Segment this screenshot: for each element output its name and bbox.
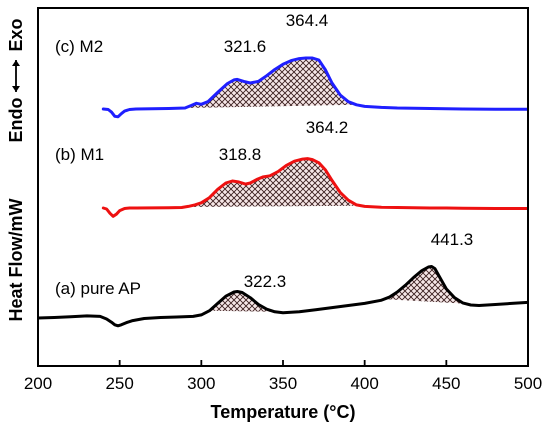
- x-tick-label-5: 450: [432, 374, 460, 393]
- y-axis-title-heatflow: Heat Flow/mW: [6, 198, 26, 321]
- x-tick-label-1: 250: [105, 374, 133, 393]
- peak-label-2-0: 322.3: [244, 272, 287, 291]
- x-tick-label-3: 350: [269, 374, 297, 393]
- shaded-peak-areas: [185, 58, 466, 312]
- peak-label-2-1: 441.3: [431, 230, 474, 249]
- peak-label-0-1: 364.4: [286, 11, 329, 30]
- series-line-0: [101, 56, 528, 119]
- series-line-2: [38, 265, 528, 328]
- peak-label-0-0: 321.6: [224, 37, 267, 56]
- y-axis-title: Heat Flow/mW Endo Exo: [6, 18, 26, 321]
- x-tick-label-4: 400: [350, 374, 378, 393]
- peak-label-1-0: 318.8: [219, 145, 262, 164]
- shaded-area-0-0: [185, 58, 357, 108]
- x-tick-label-0: 200: [24, 374, 52, 393]
- dsc-curves: [38, 56, 528, 328]
- series-label-2: (a) pure AP: [55, 279, 141, 298]
- y-axis-title-exo: Exo: [6, 18, 26, 51]
- shaded-area-2-1: [384, 266, 466, 304]
- y-axis-title-endo: Endo: [6, 98, 26, 143]
- double-arrow-icon: [12, 60, 20, 92]
- x-axis-title: Temperature (°C): [211, 402, 356, 422]
- series-label-0: (c) M2: [55, 37, 103, 56]
- series-label-1: (b) M1: [55, 145, 104, 164]
- x-tick-label-6: 500: [514, 374, 542, 393]
- peak-label-1-1: 364.2: [306, 118, 349, 137]
- shaded-area-1-0: [185, 158, 362, 207]
- x-axis-ticks: 200 250 300 350 400 450 500: [24, 360, 542, 393]
- x-tick-label-2: 300: [187, 374, 215, 393]
- annotations: (c) M2 321.6 364.4 (b) M1 318.8 364.2 (a) pure…: [55, 11, 473, 298]
- series-line-1: [101, 157, 528, 218]
